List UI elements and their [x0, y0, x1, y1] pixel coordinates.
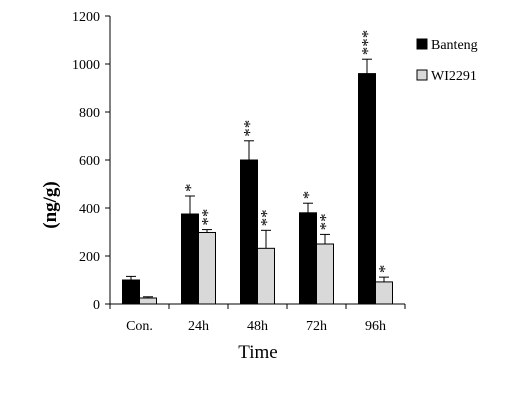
legend: Banteng WI2291	[416, 38, 478, 84]
legend-swatch-wi2291	[416, 69, 428, 81]
significance-mark: *	[299, 191, 318, 200]
y-tick-label: 1000	[72, 58, 100, 73]
significance-mark: ***	[358, 30, 377, 56]
y-tick-label: 600	[79, 154, 100, 169]
x-tick-label: Con.	[126, 319, 153, 334]
y-tick-label: 200	[79, 250, 100, 265]
y-tick-label: 1200	[72, 10, 100, 25]
x-tick-label: 96h	[365, 319, 386, 334]
legend-label-banteng: Banteng	[431, 38, 478, 53]
significance-mark: **	[198, 209, 217, 226]
legend-label-wi2291: WI2291	[431, 69, 477, 84]
bar-wi2291-24h	[198, 231, 216, 305]
y-tick-label: 400	[79, 202, 100, 217]
bar-banteng-con	[122, 279, 140, 305]
significance-mark: **	[240, 120, 259, 137]
x-axis-label: Time	[238, 342, 277, 363]
bar-wi2291-72h	[316, 243, 334, 305]
bar-banteng-24h	[181, 213, 199, 305]
bar-banteng-48h	[240, 159, 258, 305]
y-tick-label: 0	[93, 298, 100, 313]
x-tick-label: 24h	[188, 319, 209, 334]
bar-banteng-96h	[358, 73, 376, 305]
bar-wi2291-con	[139, 297, 157, 305]
legend-swatch-banteng	[416, 38, 428, 50]
x-tick-label: 48h	[247, 319, 268, 334]
x-tick-label: 72h	[306, 319, 327, 334]
significance-mark: *	[181, 184, 200, 193]
bar-wi2291-96h	[375, 281, 393, 305]
bar-wi2291-48h	[257, 247, 275, 305]
significance-mark: **	[257, 209, 276, 226]
bar-banteng-72h	[299, 212, 317, 305]
significance-mark: **	[316, 213, 335, 230]
y-tick-label: 800	[79, 106, 100, 121]
y-axis-label: (ng/g)	[40, 181, 61, 229]
significance-mark: *	[375, 265, 394, 274]
